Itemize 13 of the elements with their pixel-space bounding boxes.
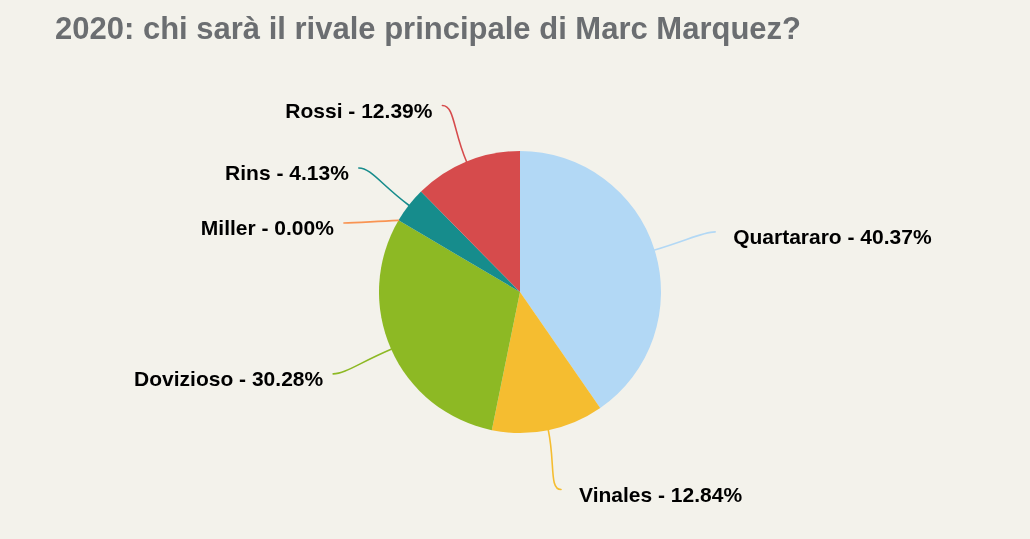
data-label: 40.37% [860,225,932,249]
data-label: 12.84% [670,483,743,507]
slice-label: Dovizioso - [134,367,247,391]
data-label: 4.13% [289,161,350,185]
category-label: Miller - [200,216,269,240]
slice-label: Rossi - [285,98,356,122]
slice-label: Rins - [225,161,284,185]
slice-label: Vinales - [579,483,666,507]
data-label: 30.28% [251,367,324,391]
data-label: 12.39% [361,98,433,122]
slice-label: Quartararo - [733,225,855,249]
text: 0.00% [274,216,334,240]
chart-title: 2020: chi sarà il rivale principale di Marc Marquez? [55,11,802,47]
